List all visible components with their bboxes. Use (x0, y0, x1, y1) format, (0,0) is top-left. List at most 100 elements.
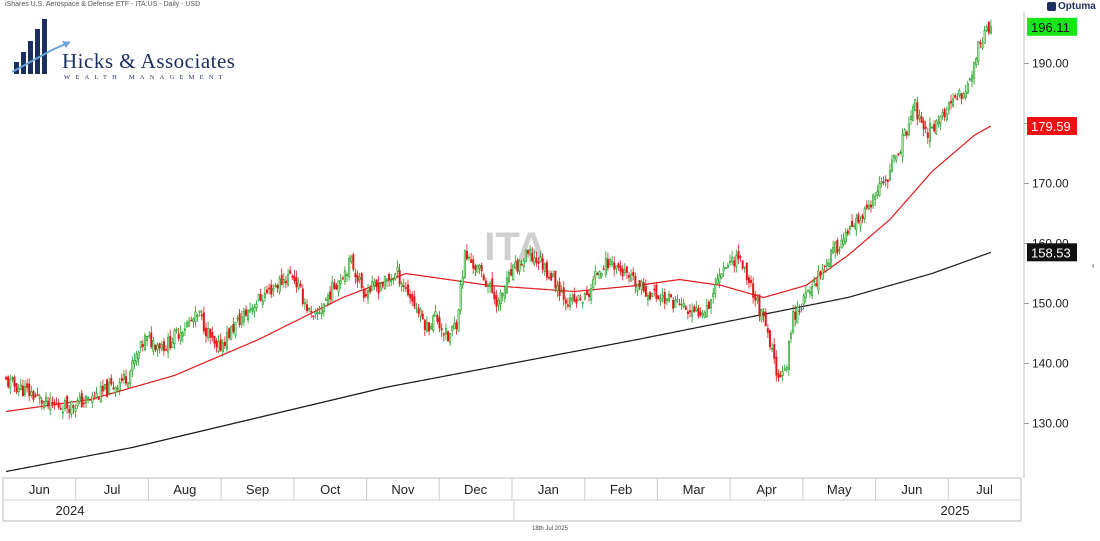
candle (775, 350, 778, 382)
candle (710, 298, 713, 314)
candle-body (676, 299, 679, 302)
candle-body (148, 335, 151, 337)
candle-body (287, 274, 290, 286)
candle (282, 272, 285, 288)
candle-body (712, 293, 715, 297)
candle-body (989, 26, 992, 34)
candle-body (390, 279, 393, 283)
candle (731, 250, 734, 266)
candle (436, 313, 439, 325)
candle-body (112, 387, 115, 390)
candle (57, 398, 60, 410)
candle (232, 317, 235, 334)
candle-body (665, 298, 668, 301)
candle-body (636, 283, 639, 292)
candle-body (573, 294, 576, 302)
candle (695, 301, 698, 312)
candle (356, 270, 359, 288)
value-badge: 179.59 (1027, 117, 1077, 135)
candle (34, 392, 37, 398)
value-badge-label: 196.11 (1031, 20, 1070, 35)
candle (960, 92, 963, 105)
candle (9, 374, 12, 394)
candle-body (198, 310, 201, 313)
candle-body (878, 182, 881, 196)
candle (735, 249, 738, 273)
candle-body (750, 279, 753, 283)
firm-bars-icon (11, 19, 71, 74)
candle-body (377, 282, 380, 294)
candle (760, 308, 763, 323)
candle-body (329, 291, 332, 300)
candle-body (480, 265, 483, 272)
candle-body (968, 78, 971, 81)
candle-body (449, 333, 452, 343)
candle-body (804, 292, 807, 298)
candle-body (42, 401, 45, 409)
candle-body (430, 325, 433, 329)
candle-body (320, 309, 323, 315)
candle (880, 177, 883, 188)
candle (958, 88, 961, 98)
candle-body (356, 275, 359, 283)
candle-body (110, 377, 113, 385)
candle-body (154, 344, 157, 350)
candle-body (116, 388, 119, 390)
candle-body (606, 259, 609, 269)
candle (640, 279, 643, 296)
x-month-label: Feb (610, 482, 632, 497)
candle-body (204, 327, 207, 337)
candle-body (617, 263, 620, 268)
candle-body (146, 335, 149, 341)
candle-body (402, 285, 405, 287)
candle (971, 70, 974, 88)
candle (204, 322, 207, 343)
scroll-arrow-icon[interactable]: ‹ (1092, 261, 1095, 270)
candle-body (484, 280, 487, 287)
candle-body (745, 262, 748, 280)
candle-body (811, 285, 814, 296)
candle (867, 199, 870, 210)
candle (13, 375, 16, 393)
candle-body (941, 112, 944, 117)
candle-body (150, 332, 153, 347)
candle (392, 277, 395, 285)
candle-body (621, 268, 624, 277)
candle (657, 295, 660, 300)
value-badge-bg (1027, 17, 1077, 36)
candle (636, 283, 639, 296)
candle-body (385, 278, 388, 282)
candle (253, 303, 256, 318)
candle-body (943, 108, 946, 118)
candle (522, 257, 525, 272)
candle (548, 270, 551, 280)
candle-body (710, 299, 713, 309)
candle-body (909, 115, 912, 120)
candle (453, 316, 456, 330)
candle-body (701, 313, 704, 316)
candle-body (495, 294, 498, 307)
candle (836, 237, 839, 256)
candle (287, 268, 290, 287)
candle-body (282, 279, 285, 284)
candle-body (49, 398, 52, 411)
candle (268, 283, 271, 295)
candle (781, 365, 784, 382)
candle (815, 278, 818, 287)
candle-body (99, 386, 102, 403)
candle-body (493, 291, 496, 300)
candle-body (615, 265, 618, 270)
candle-body (419, 309, 422, 317)
candle (596, 271, 599, 276)
candle-body (764, 311, 767, 327)
candle (394, 272, 397, 281)
candle (741, 260, 744, 271)
candle-body (682, 302, 685, 308)
candle-body (971, 75, 974, 82)
candle (901, 128, 904, 163)
candle-body (625, 266, 628, 273)
candle-body (331, 281, 334, 302)
candle-body (522, 259, 525, 268)
candle (413, 290, 416, 310)
